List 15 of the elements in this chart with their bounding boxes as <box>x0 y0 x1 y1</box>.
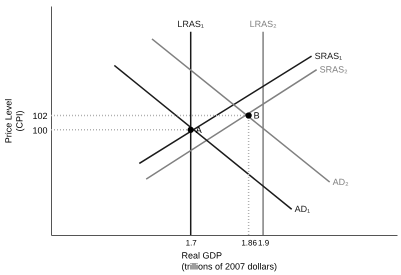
series-label: AD₂ <box>332 177 350 188</box>
series-label: AD₁ <box>294 204 310 214</box>
x-tick-label: 1.86 <box>241 238 258 248</box>
x-tick-label: 1.7 <box>186 238 198 248</box>
x-tick-label: 1.9 <box>258 238 270 248</box>
y-axis-title: Price Level (CPI) <box>4 98 24 144</box>
y-tick-label: 102 <box>32 110 48 121</box>
series-label: LRAS₂ <box>250 18 278 29</box>
y-tick-label: 100 <box>32 125 48 136</box>
x-axis-title: Real GDP (trillions of 2007 dollars) <box>182 250 278 272</box>
series-label: SRAS₂ <box>320 64 348 75</box>
series-label: LRAS₁ <box>177 18 204 29</box>
annotation: A <box>196 124 202 135</box>
annotation: B <box>254 110 260 120</box>
series-label: SRAS₁ <box>314 51 342 62</box>
